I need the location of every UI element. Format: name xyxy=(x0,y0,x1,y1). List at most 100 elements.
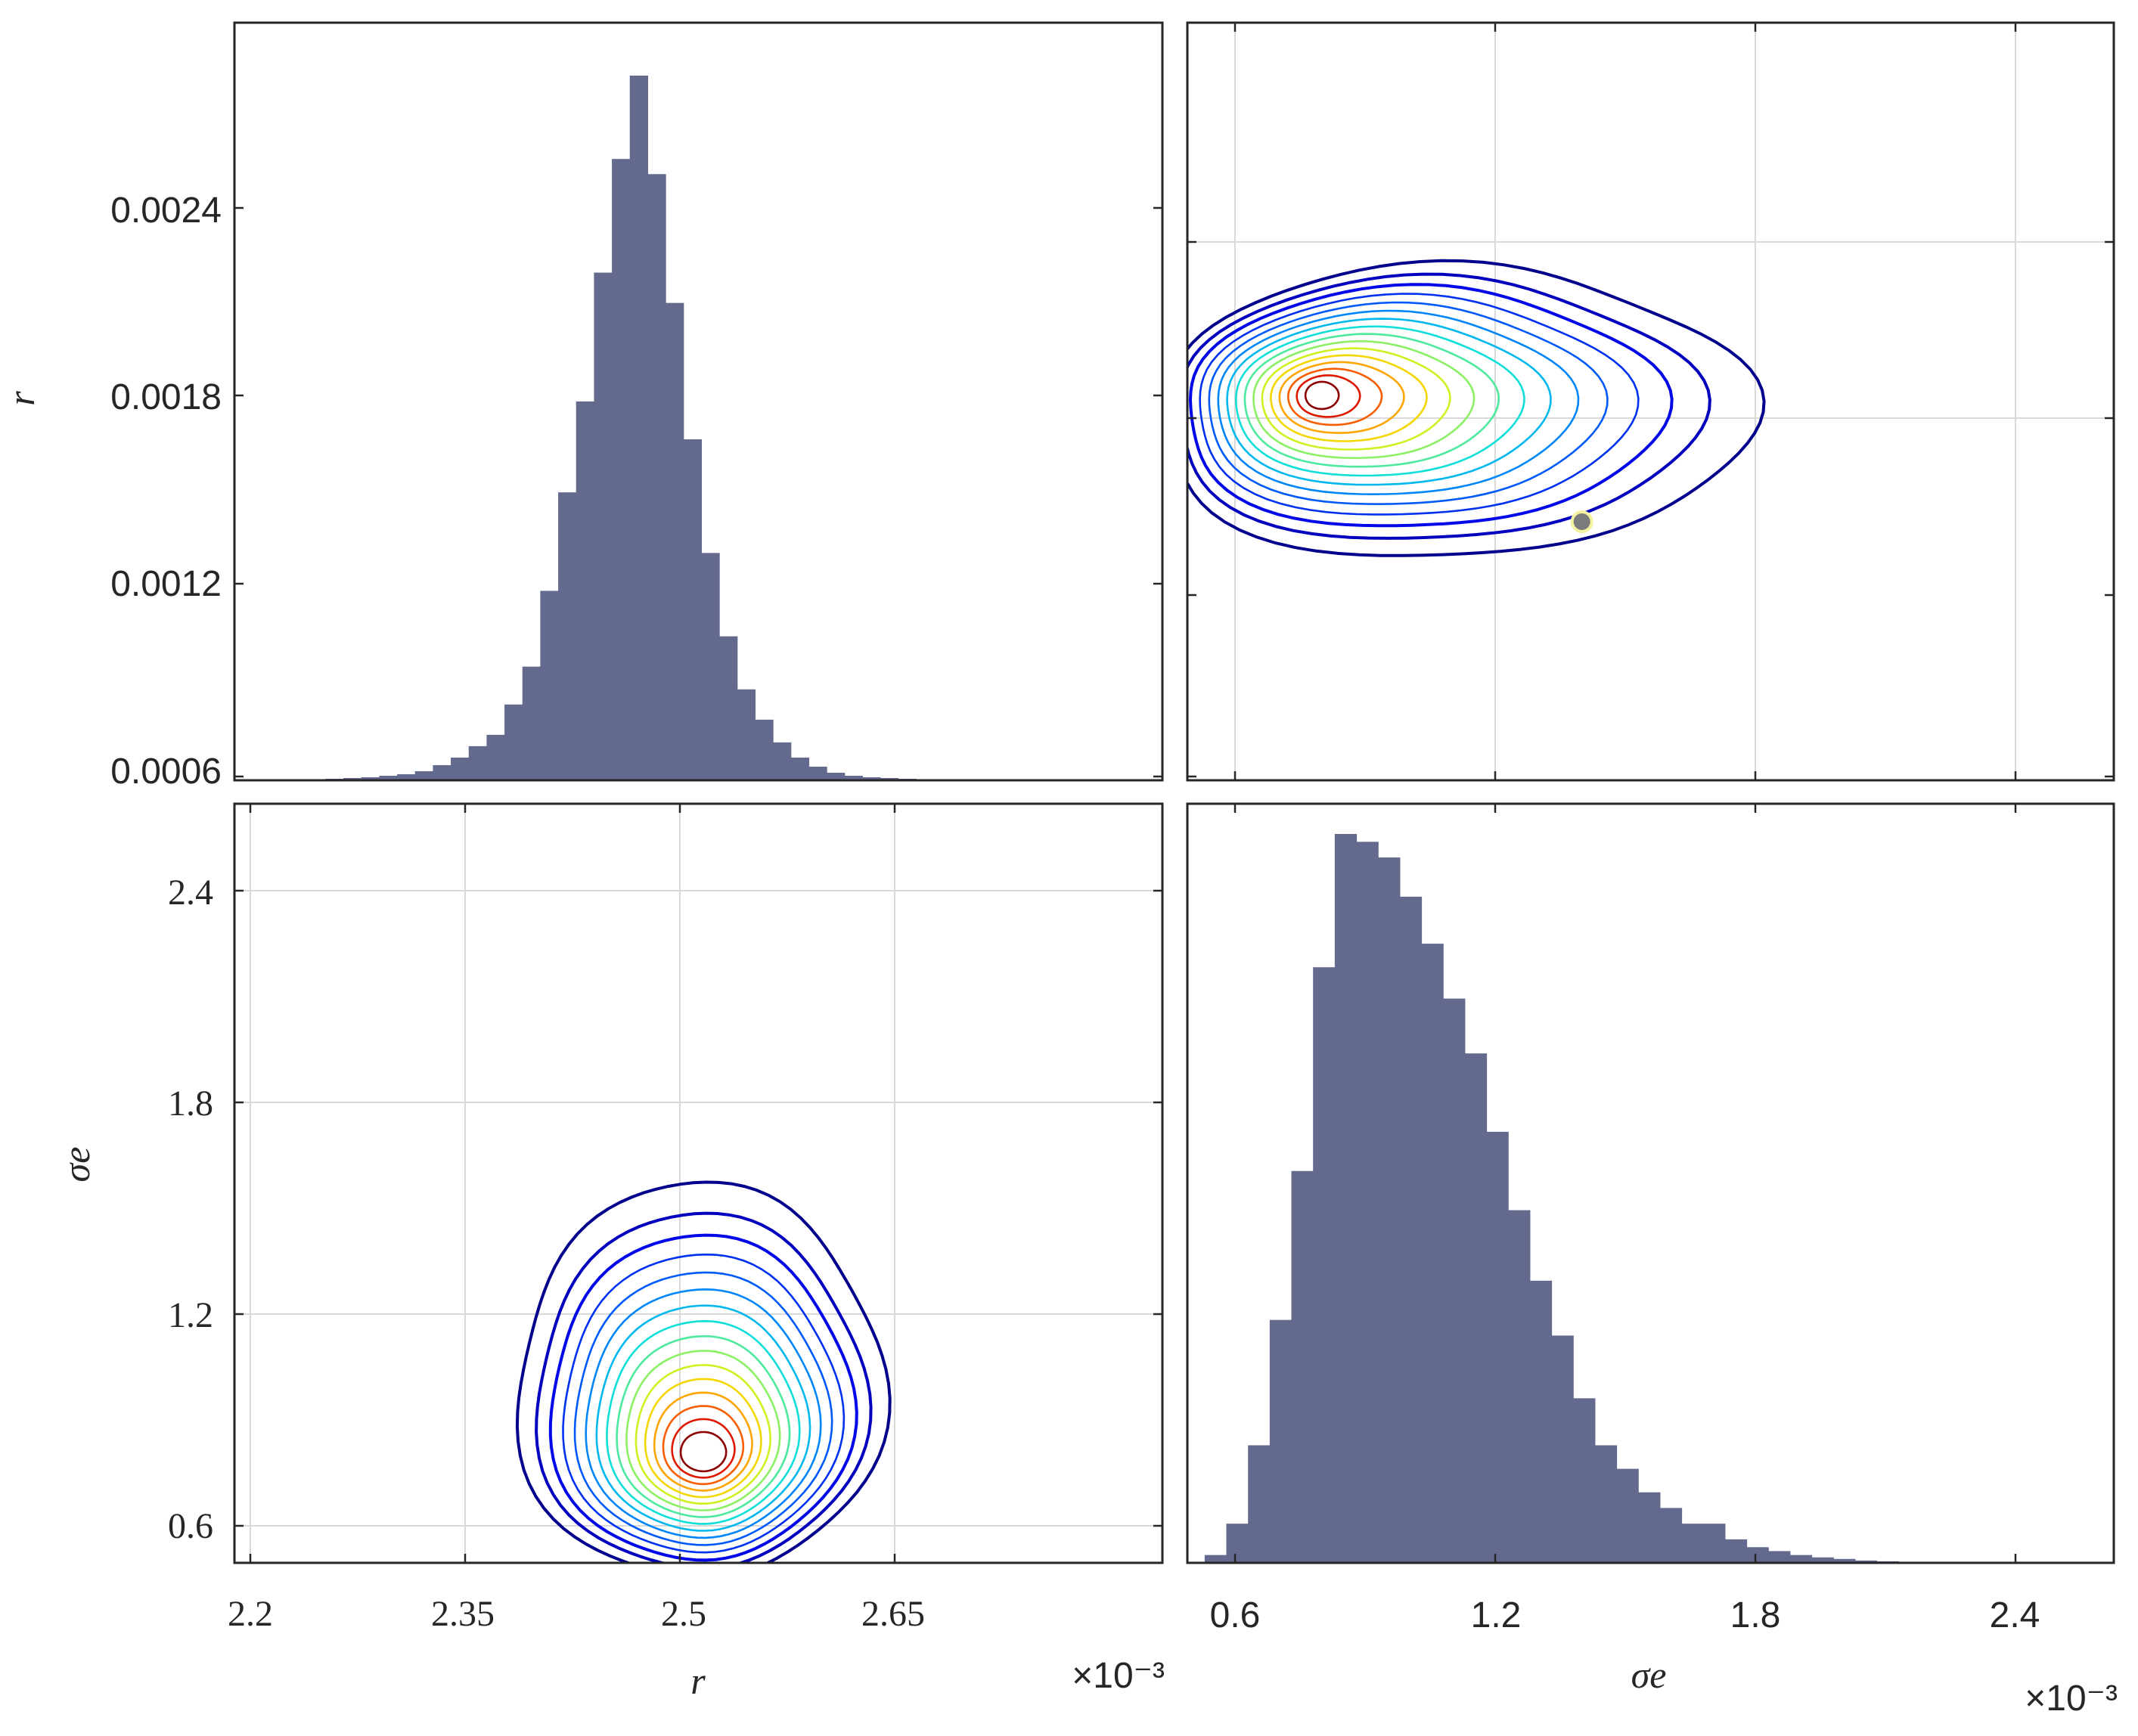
xtick-bl-4: 2.65 xyxy=(861,1594,925,1634)
hist-sigma-bar xyxy=(1399,896,1423,1563)
contour-bl-level-4 xyxy=(573,1271,833,1546)
contour-bl-level-1 xyxy=(535,1211,873,1563)
ytick-bl-1: 0.6 xyxy=(168,1506,213,1546)
hist-r-bar xyxy=(361,777,380,780)
contour-tr-level-11 xyxy=(1270,354,1428,442)
hist-sigma-bar xyxy=(1226,1524,1249,1563)
hist-r-bar xyxy=(666,302,684,781)
hist-r-bar xyxy=(790,757,809,780)
hist-r-bar xyxy=(414,770,433,780)
frame-br xyxy=(1186,802,2115,1564)
xexp-br: ×10⁻³ xyxy=(2025,1679,2118,1719)
hist-sigma-bar xyxy=(1443,998,1466,1563)
contour-tr-level-8 xyxy=(1243,333,1500,468)
contour-tr-level-2 xyxy=(1188,283,1674,528)
hist-r-bar xyxy=(433,764,451,780)
contour-bl-level-8 xyxy=(616,1335,791,1518)
hist-sigma-bar xyxy=(1724,1539,1748,1563)
hist-sigma-bar xyxy=(1811,1557,1834,1563)
contour-bl-level-2 xyxy=(548,1233,858,1562)
contour-tr-level-1 xyxy=(1187,272,1711,540)
hist-sigma-bar xyxy=(1248,1445,1271,1563)
hist-sigma-bar xyxy=(1334,834,1358,1563)
contour-tr-level-10 xyxy=(1261,347,1451,451)
labels: 0.0006 0.0012 0.0018 0.0024 r 0.6 1.2 1.… xyxy=(0,191,2118,1719)
hist-r-bar xyxy=(737,689,756,780)
hist-r-bar xyxy=(558,492,577,780)
contour-tr-level-3 xyxy=(1199,293,1640,516)
hist-r-bar xyxy=(629,76,648,780)
contour-bl-level-11 xyxy=(644,1378,762,1499)
contour-bl-level-7 xyxy=(606,1319,801,1525)
ytick-bl-2: 1.2 xyxy=(168,1295,213,1335)
xtick-br-1: 0.6 xyxy=(1210,1595,1261,1635)
frame-tr xyxy=(1186,21,2115,782)
hist-r-bar xyxy=(808,766,827,780)
contour-tr-level-0 xyxy=(1187,259,1766,557)
hist-r-bar xyxy=(522,666,541,780)
hist-sigma-bar xyxy=(1833,1558,1856,1563)
hist-sigma-bar xyxy=(1464,1053,1488,1563)
ytick-tl-1: 0.0006 xyxy=(110,752,222,792)
ytick-bl-3: 1.8 xyxy=(168,1083,213,1124)
hist-sigma-bar xyxy=(1486,1131,1509,1563)
frame-tl xyxy=(233,21,1164,782)
hist-sigma-bar xyxy=(1594,1445,1618,1563)
contour-tr-level-5 xyxy=(1217,309,1580,496)
frame-bl xyxy=(233,802,1164,1564)
ylabel-tl: r xyxy=(0,391,42,406)
panel-histogram-sigma-e xyxy=(1186,802,2115,1564)
contour-bl-level-3 xyxy=(562,1253,846,1554)
hist-r-bar xyxy=(504,704,523,780)
hist-sigma-bar xyxy=(1313,967,1336,1563)
xtick-br-4: 2.4 xyxy=(1990,1595,2040,1635)
hist-sigma-bar xyxy=(1638,1492,1661,1563)
hist-r-bar xyxy=(844,775,863,780)
xtick-br-2: 1.2 xyxy=(1471,1595,1522,1635)
hist-sigma-bar xyxy=(1356,842,1379,1563)
hist-r-bar xyxy=(343,777,362,780)
hist-r-bar xyxy=(880,777,899,780)
contour-bl-level-9 xyxy=(625,1350,781,1511)
contour-tr-level-6 xyxy=(1226,318,1552,486)
hist-r-bar xyxy=(468,746,487,780)
hist-sigma-bar xyxy=(1204,1555,1227,1563)
contour-tr-level-7 xyxy=(1234,325,1525,477)
hist-sigma-bar xyxy=(1616,1468,1639,1563)
contour-bl-level-10 xyxy=(635,1364,772,1505)
hist-sigma-bar xyxy=(1703,1524,1726,1563)
hist-r-bar xyxy=(755,719,774,780)
contour-bl-level-15 xyxy=(679,1431,728,1473)
contour-bl-level-0 xyxy=(515,1180,892,1563)
marker-point xyxy=(1570,510,1593,533)
ytick-bl-4: 2.4 xyxy=(168,873,213,913)
hist-sigma-bar xyxy=(1746,1547,1769,1563)
hist-sigma-bar xyxy=(1681,1524,1704,1563)
hist-r-bar xyxy=(397,773,416,780)
hist-sigma-bar xyxy=(1789,1555,1813,1563)
hist-sigma-bar xyxy=(1659,1508,1683,1563)
hist-r-bar xyxy=(540,591,559,780)
hist-sigma-bar xyxy=(1854,1560,1878,1563)
contour-bl-level-12 xyxy=(653,1391,753,1492)
hist-r-bar xyxy=(486,734,505,780)
contour-bl-level-5 xyxy=(585,1288,822,1539)
hist-r-bar xyxy=(862,777,881,780)
hist-r-bar xyxy=(719,636,738,780)
panel-contour-r-sigma-e xyxy=(233,802,1164,1564)
hist-sigma-bar xyxy=(1529,1280,1553,1563)
hist-sigma-bar xyxy=(1573,1398,1596,1563)
hist-r-bar xyxy=(701,553,720,780)
hist-sigma-bar xyxy=(1269,1319,1292,1563)
panel-histogram-r xyxy=(233,21,1164,782)
hist-r-bar xyxy=(612,159,631,780)
xtick-bl-3: 2.5 xyxy=(661,1594,706,1634)
contour-tr-level-4 xyxy=(1208,301,1609,506)
hist-r-bar xyxy=(827,772,846,780)
ytick-tl-2: 0.0012 xyxy=(110,564,222,604)
hist-sigma-bar xyxy=(1551,1335,1574,1563)
xtick-br-3: 1.8 xyxy=(1730,1595,1781,1635)
hist-r-bar xyxy=(773,742,792,780)
hist-r-bar xyxy=(451,757,470,780)
